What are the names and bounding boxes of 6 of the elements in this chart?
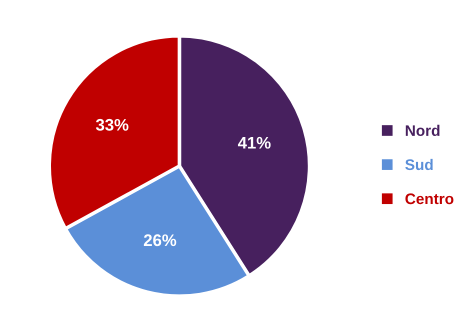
legend-label: Centro bbox=[405, 193, 454, 204]
legend-label: Nord bbox=[406, 124, 440, 136]
legend-label: Sud bbox=[405, 158, 433, 170]
data-label: 41% bbox=[238, 136, 271, 149]
data-label: 26% bbox=[144, 234, 176, 246]
data-label: 33% bbox=[96, 118, 128, 131]
